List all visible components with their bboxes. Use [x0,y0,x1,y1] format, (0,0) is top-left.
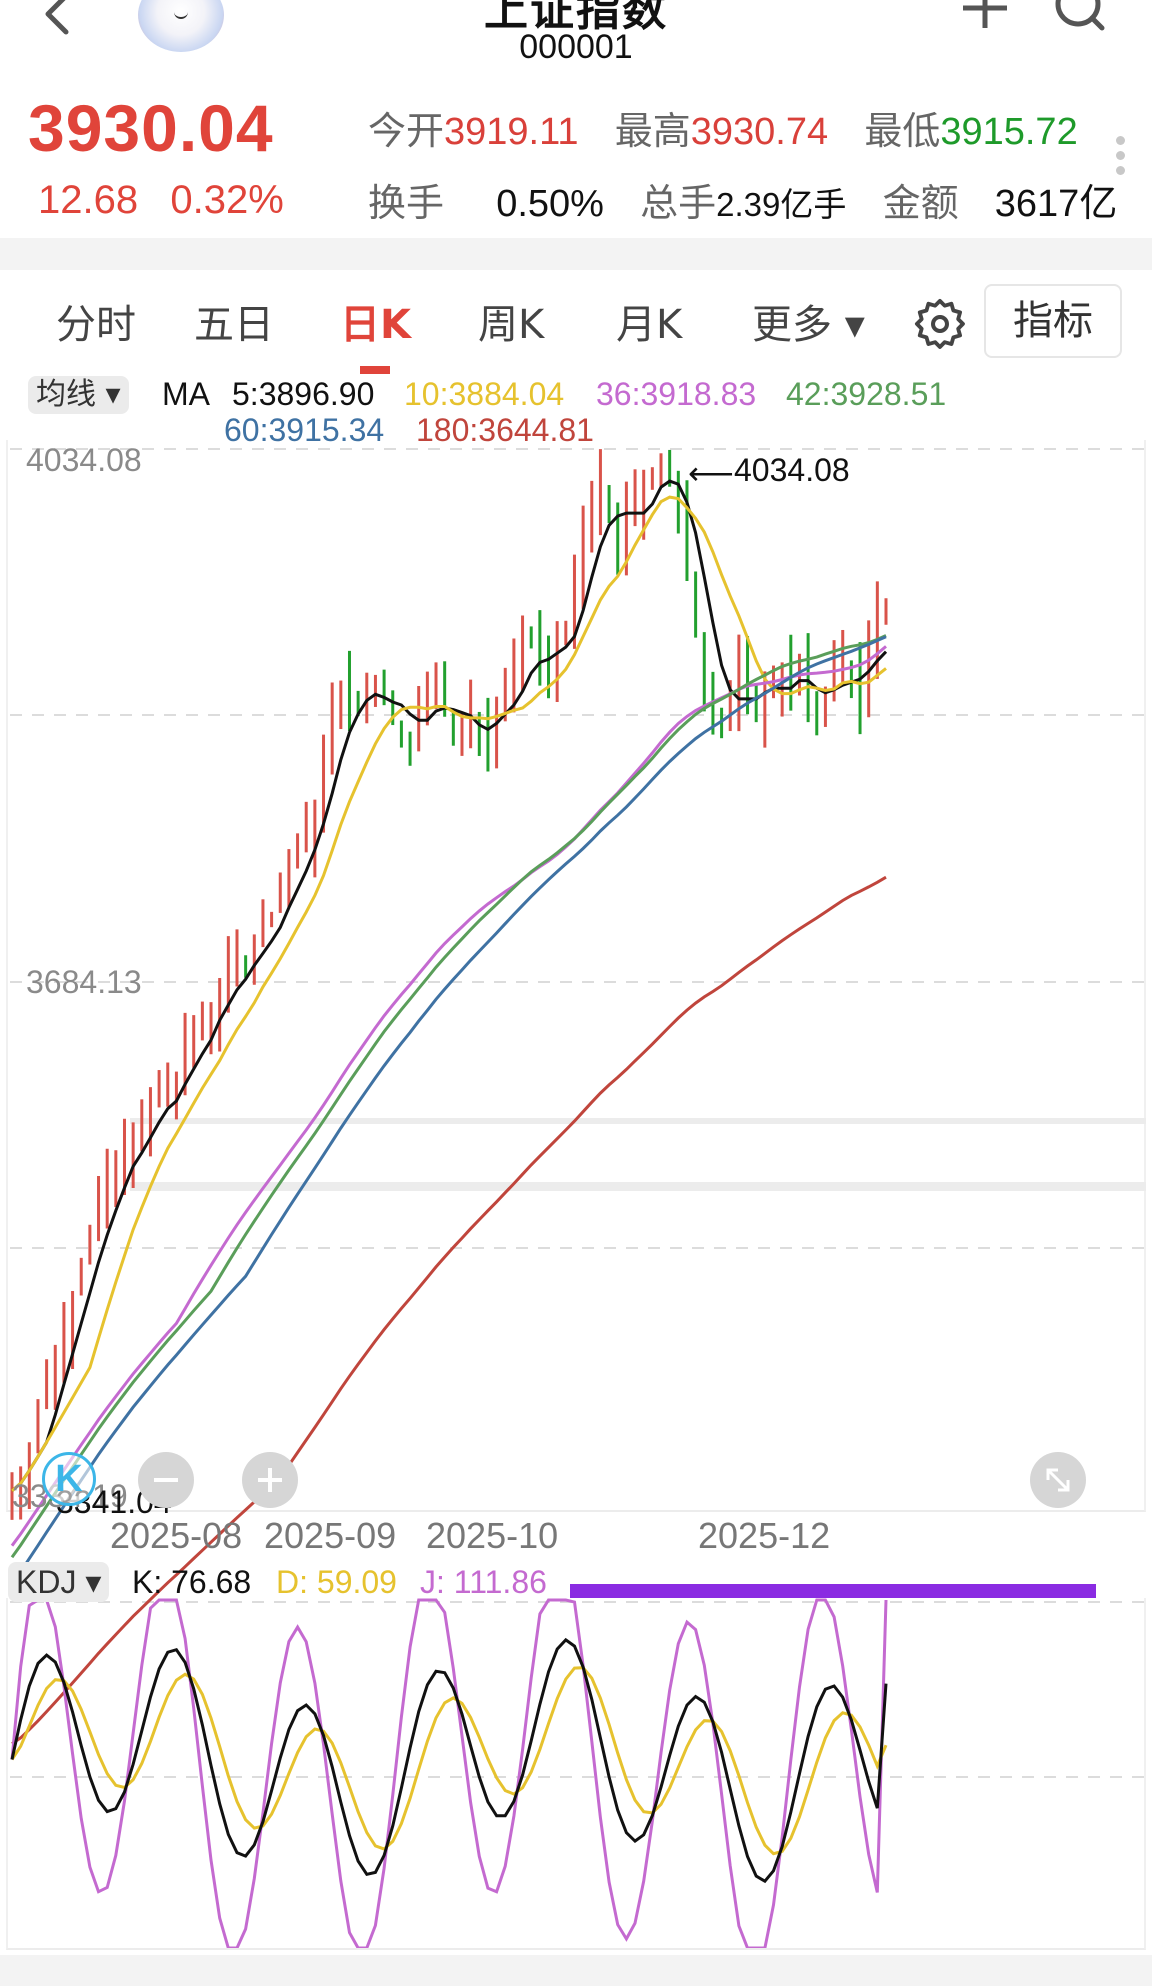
ma-selector[interactable]: 均线 ▾ [28,376,129,414]
stats-row-1: 今开3919.11 最高3930.74 最低3915.72 [368,100,1078,155]
change-percent: 0.32% [170,178,284,222]
ma-prefix: MA [162,376,210,412]
volume-label: 总手 [640,181,717,225]
high-annotation-arrow: ⟵ [688,455,734,491]
ma60-value: 60:3915.34 [224,412,385,448]
page-title: 上证指数 [484,0,668,36]
amount-label: 金额 [882,181,959,225]
tab-more[interactable]: 更多 ▾ [752,302,865,348]
x-axis-label: 2025-10 [426,1515,559,1556]
ma10-value: 10:3884.04 [404,376,565,412]
change-value: 12.68 [38,178,139,222]
gear-icon[interactable] [914,298,966,350]
plus-icon[interactable] [955,0,1015,40]
x-axis-label: 2025-12 [698,1515,831,1556]
search-icon[interactable] [1050,0,1110,40]
low-value: 3915.72 [940,111,1078,153]
k-logo-icon[interactable]: K [42,1452,96,1506]
price-change: 12.68 0.32% [38,178,284,223]
zoom-in-button[interactable] [242,1452,298,1508]
fullscreen-button[interactable] [1030,1452,1086,1508]
high-annotation: 4034.08 [734,452,850,488]
kdj-j-value: J: 111.86 [420,1564,547,1600]
x-axis-label: 2025-08 [110,1515,243,1556]
high-label: 最高 [614,109,691,153]
tab-intraday[interactable]: 分时 [56,302,136,348]
y-axis-mid: 3684.13 [26,964,142,1000]
ma180-value: 180:3644.81 [416,412,594,448]
current-price: 3930.04 [28,91,274,165]
stock-code: 000001 [519,28,633,66]
minus-icon [154,1478,178,1482]
expand-icon [1046,1468,1070,1492]
turnover-value: 0.50% [496,183,604,225]
kdj-d-value: D: 59.09 [276,1564,397,1600]
tab-monthly-k[interactable]: 月K [616,302,683,348]
y-axis-max: 4034.08 [26,442,142,478]
volume-value: 2.39亿手 [716,186,847,223]
tab-five-day[interactable]: 五日 [194,302,274,348]
open-label: 今开 [368,109,445,153]
bottom-bar [0,1955,1152,1986]
stats-row-2: 换手 0.50% 总手2.39亿手 金额 3617亿 [368,172,1117,227]
kdj-k-value: K: 76.68 [132,1564,252,1600]
ma5-value: 5:3896.90 [232,376,375,412]
kdj-chart-frame[interactable] [6,1598,1146,1950]
tab-daily-k[interactable]: 日K [340,302,411,348]
tab-weekly-k[interactable]: 周K [478,302,545,348]
x-axis-label: 2025-09 [264,1515,397,1556]
zoom-out-button[interactable] [138,1452,194,1508]
section-divider [0,238,1152,270]
low-label: 最低 [864,109,941,153]
kline-chart-frame[interactable] [6,440,1146,1512]
amount-value: 3617亿 [994,183,1118,225]
kdj-selector[interactable]: KDJ ▾ [8,1562,110,1602]
ma36-value: 36:3918.83 [596,376,757,412]
high-value: 3930.74 [690,111,829,153]
active-tab-indicator [360,366,390,374]
turnover-label: 换手 [368,181,445,225]
ma42-value: 42:3928.51 [786,376,947,412]
plus-icon [258,1468,282,1492]
back-icon[interactable] [38,0,78,42]
vertical-dots-icon[interactable] [1116,136,1126,176]
kdj-highlight-bar [570,1584,1096,1598]
indicator-button[interactable]: 指标 [984,284,1122,358]
open-value: 3919.11 [444,111,579,153]
